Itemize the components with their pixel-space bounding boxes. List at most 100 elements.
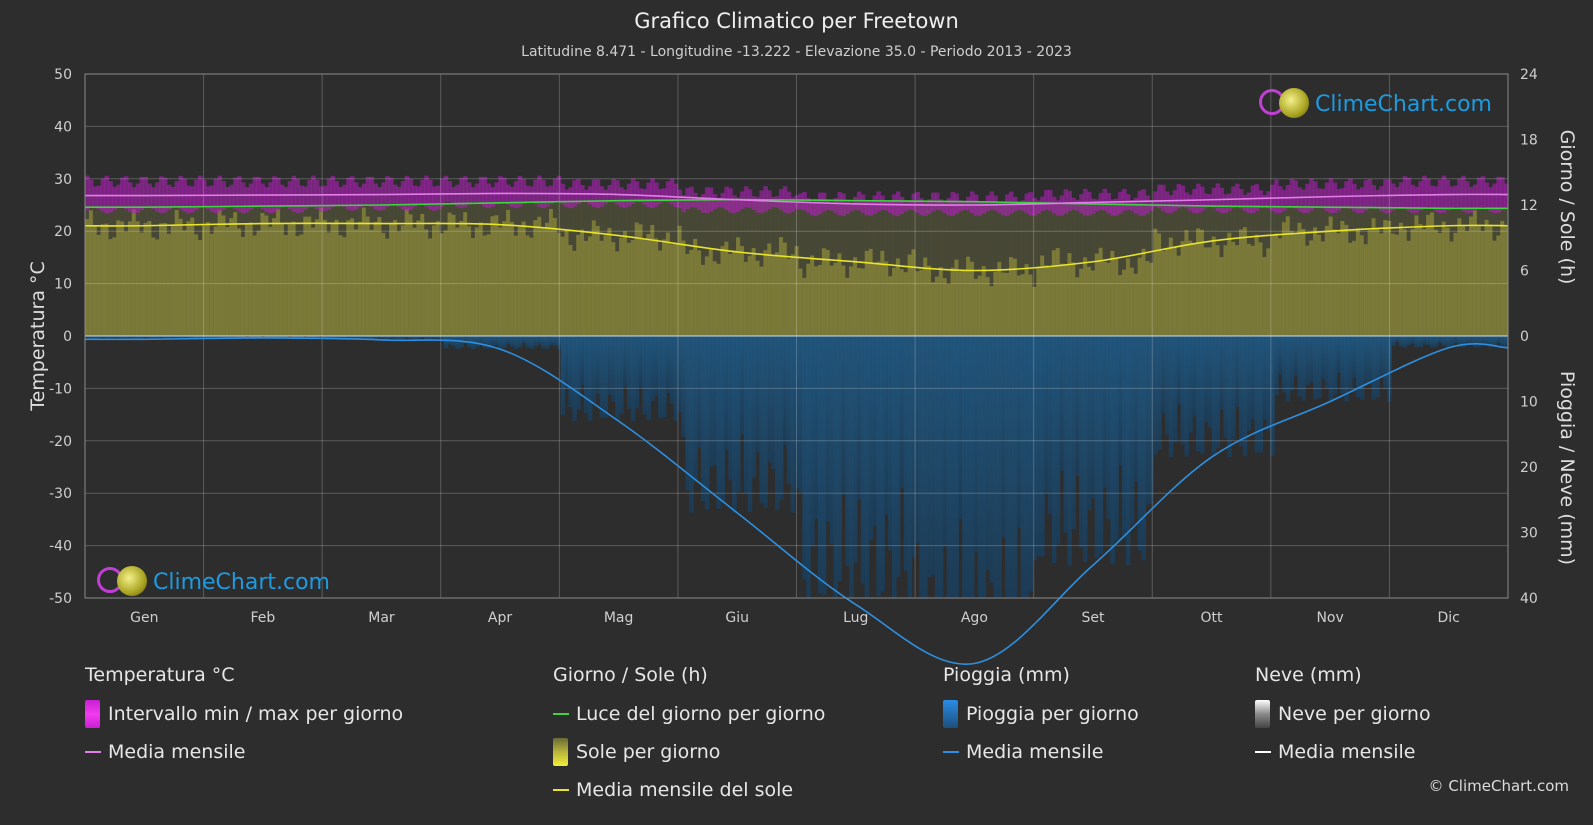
sunshine-day-bar bbox=[630, 239, 636, 336]
y-left-tick-label: 40 bbox=[54, 119, 72, 135]
temp-range-day-bar bbox=[509, 186, 515, 208]
rain-day-bar bbox=[685, 336, 690, 491]
rain-day-bar bbox=[1285, 336, 1291, 402]
sunshine-day-bar bbox=[1024, 264, 1030, 336]
rain-day-bar bbox=[276, 336, 281, 338]
rain-day-bar bbox=[1047, 336, 1053, 515]
sunshine-day-bar bbox=[412, 227, 417, 336]
sunshine-day-bar bbox=[1176, 255, 1182, 336]
rain-day-bar bbox=[977, 336, 983, 598]
sunshine-day-bar bbox=[833, 262, 839, 336]
sunshine-day-bar bbox=[810, 255, 815, 336]
rain-day-bar bbox=[919, 336, 924, 598]
temp-range-day-bar bbox=[1305, 183, 1310, 213]
sunshine-day-bar bbox=[1012, 258, 1018, 336]
temp-mean-line bbox=[84, 192, 1509, 206]
temp-range-day-bar bbox=[895, 191, 901, 216]
rain-day-bar bbox=[880, 336, 885, 592]
sunshine-day-bar bbox=[108, 239, 113, 336]
daylight-day-bar bbox=[845, 200, 850, 336]
temp-range-day-bar bbox=[1235, 183, 1240, 208]
rain-day-bar bbox=[389, 336, 394, 339]
rain-day-bar bbox=[1106, 336, 1111, 520]
sunshine-day-bar bbox=[443, 230, 449, 336]
temp-range-day-bar bbox=[96, 185, 102, 209]
rain-day-bar bbox=[751, 336, 757, 479]
sunshine-day-bar bbox=[342, 237, 347, 336]
rain-day-bar bbox=[864, 336, 870, 598]
rain-day-bar bbox=[256, 336, 262, 338]
sunshine-day-bar bbox=[318, 207, 324, 336]
rain-day-bar bbox=[1297, 336, 1302, 397]
sunshine-day-bar bbox=[720, 246, 725, 336]
rain-day-bar bbox=[669, 336, 675, 404]
rain-day-bar bbox=[931, 336, 936, 576]
rain-day-bar bbox=[771, 336, 776, 469]
temp-range-day-bar bbox=[981, 202, 987, 214]
temp-range-day-bar bbox=[845, 200, 850, 215]
sunshine-day-bar bbox=[1285, 216, 1291, 336]
temp-range-day-bar bbox=[322, 185, 328, 211]
daylight-day-bar bbox=[1118, 203, 1123, 336]
temp-range-day-bar bbox=[451, 186, 456, 205]
copyright: © ClimeChart.com bbox=[1428, 777, 1569, 795]
sunshine-day-bar bbox=[1293, 234, 1299, 336]
sunshine-day-bar bbox=[1071, 262, 1076, 336]
rain-day-bar bbox=[127, 336, 133, 339]
grid-layer bbox=[85, 73, 1508, 599]
rain-day-bar bbox=[1211, 336, 1217, 456]
sunshine-day-bar bbox=[1211, 236, 1217, 336]
sunshine-day-bar bbox=[174, 209, 180, 336]
sunshine-day-bar bbox=[677, 225, 683, 336]
legend-label: Pioggia per giorno bbox=[966, 703, 1139, 725]
sunshine-day-bar bbox=[661, 239, 667, 336]
rain-day-bar bbox=[1125, 336, 1131, 565]
sunshine-day-bar bbox=[299, 234, 304, 336]
temp-range-day-bar bbox=[1192, 188, 1197, 214]
rain-day-bar bbox=[1063, 336, 1069, 533]
legend-snow-title: Neve (mm) bbox=[1255, 664, 1362, 686]
sunshine-day-bar bbox=[482, 235, 488, 336]
rain-day-bar bbox=[525, 336, 531, 348]
sunshine-day-bar bbox=[732, 250, 737, 336]
temp-range-day-bar bbox=[307, 179, 312, 208]
sunshine-day-bar bbox=[537, 216, 542, 336]
sunshine-day-bar bbox=[650, 225, 655, 336]
rain-day-bar bbox=[884, 336, 889, 515]
rain-day-bar bbox=[888, 336, 893, 550]
sunshine-day-bar bbox=[92, 225, 98, 336]
rain-day-bar bbox=[104, 336, 109, 340]
temp-range-day-bar bbox=[697, 197, 702, 211]
sunshine-day-bar bbox=[654, 238, 659, 336]
rain-day-bar bbox=[743, 336, 749, 494]
y-right-top-tick-label: 18 bbox=[1520, 133, 1538, 149]
y-right-bottom-tick-label: 20 bbox=[1520, 460, 1538, 476]
rain-day-bar bbox=[1406, 336, 1412, 346]
sunshine-day-bar bbox=[1371, 218, 1377, 336]
sunshine-day-bar bbox=[396, 231, 402, 336]
sunshine-day-bar bbox=[1504, 226, 1509, 336]
rain-day-bar bbox=[205, 336, 211, 338]
rain-day-bar bbox=[673, 336, 679, 421]
rain-day-bar bbox=[568, 336, 573, 408]
rain-day-bar bbox=[295, 336, 301, 338]
temp-range-day-bar bbox=[338, 186, 343, 205]
rain-day-bar bbox=[1235, 336, 1240, 408]
temp-range-day-bar bbox=[299, 185, 304, 213]
sunshine-day-bar bbox=[459, 220, 464, 336]
rain-day-bar bbox=[474, 336, 480, 347]
temp-range-day-bar bbox=[954, 193, 959, 214]
rain-day-bar bbox=[1324, 336, 1330, 389]
legend-snow: Neve (mm) Neve per giorno Media mensile bbox=[1255, 664, 1431, 777]
rain-day-bar bbox=[1262, 336, 1267, 420]
temp-range-day-bar bbox=[1161, 184, 1166, 211]
rain-day-bar bbox=[697, 336, 702, 448]
sunshine-day-bar bbox=[790, 254, 796, 336]
sunshine-day-bar bbox=[743, 261, 749, 336]
sunshine-day-bar bbox=[240, 236, 246, 336]
sunshine-day-bar bbox=[646, 233, 651, 336]
rain-day-bar bbox=[794, 336, 800, 489]
temp-range-day-bar bbox=[311, 175, 316, 208]
temp-range-day-bar bbox=[1340, 188, 1345, 209]
temp-range-day-bar bbox=[431, 186, 437, 211]
